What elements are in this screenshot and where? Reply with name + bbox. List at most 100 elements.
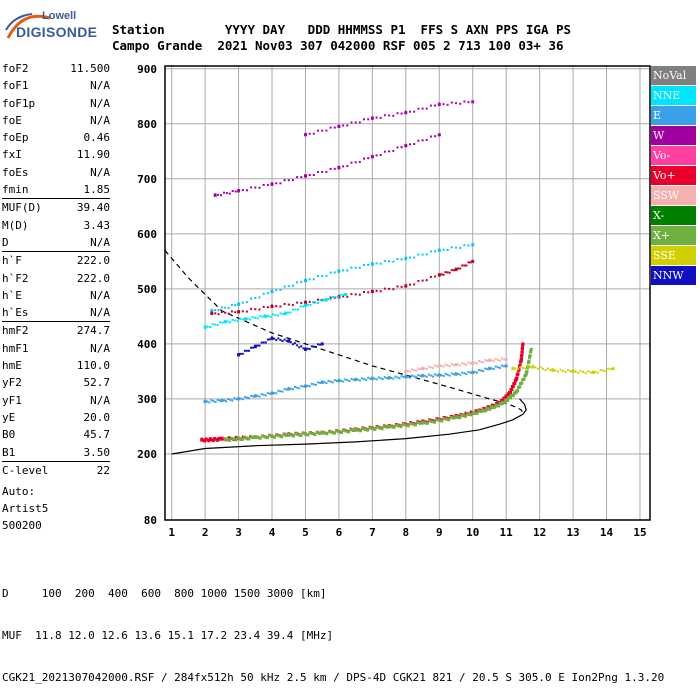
data-point (333, 271, 336, 274)
data-point (220, 437, 224, 441)
data-point (358, 266, 361, 269)
data-point (434, 250, 437, 253)
data-point (229, 321, 232, 324)
data-point (450, 269, 453, 271)
data-point (463, 244, 466, 247)
data-point (416, 421, 420, 425)
data-point (404, 257, 408, 261)
data-point (421, 367, 425, 371)
data-point (383, 287, 386, 290)
data-point (404, 369, 408, 373)
data-point (269, 315, 272, 318)
legend-item: Vo+ (651, 166, 696, 185)
y-tick-label: 200 (137, 448, 157, 461)
param-row: B0 45.7 (2, 426, 110, 443)
data-point (494, 358, 497, 360)
data-point (259, 315, 262, 318)
data-point (347, 430, 350, 434)
data-point (260, 393, 263, 396)
data-point (339, 431, 343, 434)
data-point (461, 371, 464, 374)
data-point (406, 375, 409, 378)
data-point (241, 318, 244, 321)
data-point (440, 273, 443, 276)
data-point (597, 371, 600, 374)
series-nne (203, 292, 348, 329)
param-row: foF1p N/A (2, 95, 110, 112)
x-tick-label: 5 (302, 526, 309, 539)
data-point (436, 365, 439, 368)
data-point (402, 376, 405, 379)
series-e (203, 364, 508, 404)
data-point (239, 317, 242, 320)
autoscale-info: Auto: Artist5 500200 (2, 483, 48, 534)
data-point (342, 124, 345, 127)
data-point (212, 400, 215, 403)
data-point (214, 312, 217, 315)
param-value: 52.7 (83, 376, 111, 390)
data-point (346, 165, 349, 168)
data-point (319, 381, 322, 384)
data-point (554, 369, 557, 372)
param-key: foF2 (2, 62, 29, 75)
data-point (217, 313, 220, 316)
data-point (529, 347, 533, 351)
data-point (349, 428, 353, 432)
param-row: h`E N/A (2, 287, 110, 304)
data-point (455, 102, 457, 105)
data-point (337, 125, 341, 128)
data-point (404, 144, 408, 148)
data-point (264, 394, 267, 397)
data-point (323, 381, 326, 384)
data-point (375, 289, 378, 292)
data-point (358, 293, 361, 296)
data-point (264, 341, 267, 344)
data-point (226, 320, 229, 323)
data-point (337, 269, 341, 273)
data-point (503, 365, 506, 368)
data-point (406, 424, 410, 428)
data-point (467, 412, 471, 416)
data-point (342, 380, 345, 383)
data-point (261, 434, 264, 438)
series-nnw (237, 336, 324, 357)
data-point (409, 283, 411, 286)
data-point (289, 341, 292, 344)
data-point (409, 376, 411, 379)
data-point (501, 364, 503, 367)
data-point (304, 279, 307, 283)
data-point (423, 421, 427, 425)
series-w2 (304, 100, 475, 137)
data-point (304, 347, 307, 351)
data-point (249, 318, 252, 321)
data-point (388, 260, 391, 263)
data-point (442, 103, 445, 106)
data-point (467, 261, 470, 264)
data-point (253, 345, 257, 349)
data-point (268, 392, 271, 395)
data-point (266, 315, 269, 317)
x-tick-label: 12 (533, 526, 546, 539)
data-point (243, 317, 247, 321)
y-tick-label: 400 (137, 338, 157, 351)
data-point (256, 394, 259, 397)
data-point (469, 261, 472, 264)
data-point (329, 298, 332, 301)
data-point (452, 373, 455, 376)
data-point (396, 285, 399, 288)
data-point (280, 435, 284, 439)
series-ssw (404, 357, 508, 373)
data-point (254, 297, 257, 299)
data-point (236, 320, 239, 323)
data-point (425, 138, 428, 141)
data-point (457, 363, 460, 366)
legend-item: NNE (651, 86, 696, 105)
data-point (327, 430, 331, 433)
data-point (299, 305, 302, 308)
data-point (467, 361, 470, 364)
data-point (299, 434, 303, 437)
data-point (318, 431, 322, 435)
data-point (437, 364, 441, 368)
param-value: 110.0 (76, 359, 110, 373)
data-point (300, 176, 303, 179)
